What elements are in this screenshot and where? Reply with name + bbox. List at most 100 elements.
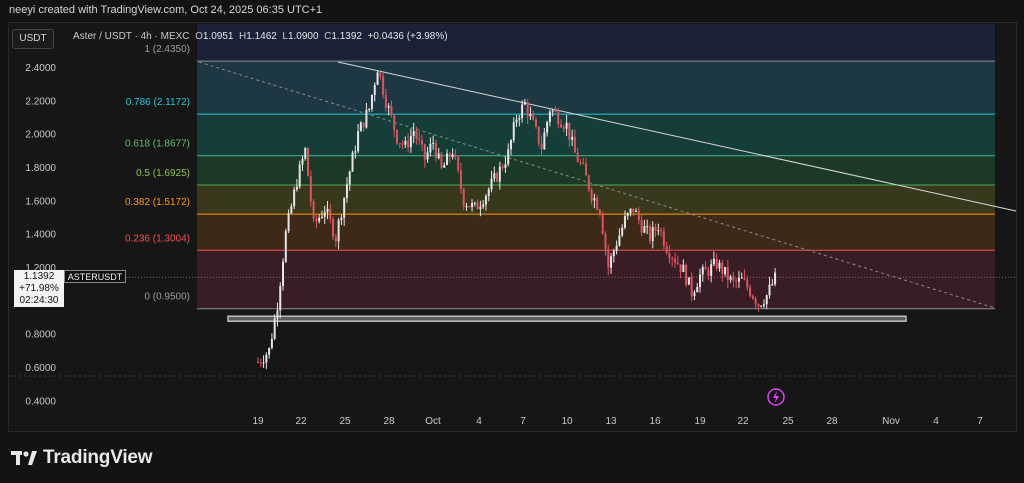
candle-body xyxy=(404,140,407,145)
candle-body xyxy=(345,184,348,198)
candle-body xyxy=(482,204,485,207)
candle-body xyxy=(490,178,493,190)
candle-body xyxy=(462,189,465,207)
candle-body xyxy=(751,295,754,299)
candle-body xyxy=(362,122,365,128)
candle-body xyxy=(596,198,599,210)
candle-body xyxy=(721,262,724,275)
candle-body xyxy=(757,304,760,307)
candle-body xyxy=(685,264,688,285)
y-tick-0: 2.4000 xyxy=(25,63,56,74)
close-label: C xyxy=(324,31,332,42)
candle-body xyxy=(521,104,524,119)
candle-body xyxy=(418,138,421,141)
candle-body xyxy=(535,119,537,127)
candle-body xyxy=(268,348,271,355)
candle-body xyxy=(359,122,362,132)
fib-band-5 xyxy=(197,250,995,309)
low-value: 1.0900 xyxy=(287,31,319,42)
candle-body xyxy=(287,213,290,232)
candle-body xyxy=(676,262,679,265)
x-tick-0: 19 xyxy=(252,416,264,427)
fib-band-3 xyxy=(197,184,995,215)
open-value: 1.0951 xyxy=(202,31,234,42)
candle-body xyxy=(646,226,649,228)
x-tick-10: 19 xyxy=(694,416,706,427)
x-tick-12: 25 xyxy=(782,416,794,427)
tradingview-logo: TradingView xyxy=(11,447,153,469)
candle-body xyxy=(307,148,310,177)
candle-body xyxy=(537,126,540,144)
fib-band-2 xyxy=(197,155,995,185)
candle-body xyxy=(496,173,499,182)
brand-name: TradingView xyxy=(43,447,153,468)
candle-body xyxy=(621,227,624,236)
candle-body xyxy=(334,237,337,242)
candle-body xyxy=(279,286,282,311)
candle-body xyxy=(768,284,771,296)
candle-body xyxy=(557,111,560,125)
currency-button[interactable]: USDT xyxy=(12,29,54,49)
candle-body xyxy=(598,209,601,215)
candle-body xyxy=(290,206,293,214)
candle-body xyxy=(515,119,518,123)
candle-body xyxy=(295,186,298,190)
percent-change: +71.98% xyxy=(19,283,59,294)
y-tick-6: 1.2000 xyxy=(25,263,56,274)
attribution-text: neeyi created with TradingView.com, Oct … xyxy=(9,4,323,16)
candle-body xyxy=(426,152,429,160)
fib-band-1 xyxy=(197,114,995,156)
candle-body xyxy=(735,280,738,282)
low-label: L xyxy=(282,31,288,42)
candle-body xyxy=(523,102,526,105)
candle-body xyxy=(337,220,340,242)
candle-body xyxy=(343,197,346,218)
candle-body xyxy=(662,231,665,246)
last-price-box: 1.1392 +71.98% 02:24:30 xyxy=(14,270,64,307)
candle-body xyxy=(309,176,312,202)
candle-body xyxy=(654,227,657,231)
x-tick-2: 25 xyxy=(339,416,351,427)
symbol-tag: ASTERUSDT xyxy=(64,270,126,283)
fib-label-0: 1 (2.4350) xyxy=(144,44,190,55)
candle-body xyxy=(407,140,410,148)
candle-body xyxy=(257,362,259,364)
x-tick-8: 13 xyxy=(605,416,617,427)
y-tick-9: 0.4000 xyxy=(25,396,56,407)
x-tick-1: 22 xyxy=(295,416,307,427)
candle-body xyxy=(740,277,743,279)
candle-body xyxy=(512,122,515,141)
candle-body xyxy=(582,162,585,164)
fib-label-2: 0.618 (1.8677) xyxy=(125,139,190,150)
candle-body xyxy=(762,304,765,306)
candle-body xyxy=(729,276,732,280)
tradingview-logo-icon xyxy=(11,451,37,465)
candle-body xyxy=(565,122,568,129)
candle-body xyxy=(560,124,563,128)
candle-body xyxy=(707,269,710,276)
candle-body xyxy=(590,189,593,201)
candle-body xyxy=(459,170,462,190)
candle-body xyxy=(370,94,373,109)
candle-body xyxy=(379,72,382,77)
candle-body xyxy=(323,212,326,217)
candle-body xyxy=(635,210,638,212)
candle-body xyxy=(615,245,618,251)
candle-body xyxy=(262,362,265,364)
candle-body xyxy=(774,272,777,285)
candle-body xyxy=(273,318,276,339)
fib-label-5: 0.236 (1.3004) xyxy=(125,233,190,244)
candle-body xyxy=(651,227,654,242)
candle-body xyxy=(601,214,604,234)
candle-body xyxy=(415,130,418,139)
candle-body xyxy=(423,144,426,160)
x-tick-6: 7 xyxy=(520,416,526,427)
candle-body xyxy=(760,305,763,307)
symbol-label: Aster / USDT · 4h · MEXC xyxy=(73,31,190,42)
candle-body xyxy=(743,277,746,280)
close-value: 1.1392 xyxy=(331,31,362,42)
candle-body xyxy=(749,287,752,296)
fib-label-4: 0.382 (1.5172) xyxy=(125,197,190,208)
x-tick-14: Nov xyxy=(882,416,900,427)
